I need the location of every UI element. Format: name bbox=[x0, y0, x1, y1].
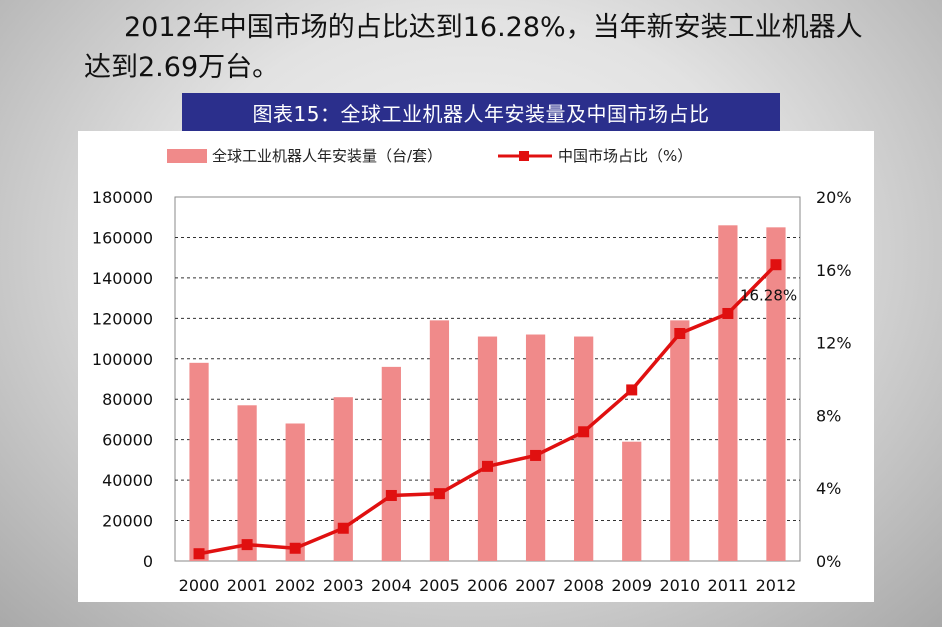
legend-line-marker bbox=[519, 151, 529, 161]
line-point bbox=[241, 539, 253, 551]
y-tick-label: 0 bbox=[143, 552, 153, 571]
chart-title-banner: 图表15：全球工业机器人年安装量及中国市场占比 bbox=[182, 93, 780, 131]
y2-tick-label: 4% bbox=[816, 479, 841, 498]
x-tick-label: 2011 bbox=[708, 576, 749, 595]
bar bbox=[189, 362, 209, 561]
x-tick-label: 2005 bbox=[419, 576, 460, 595]
legend-line-label: 中国市场占比（%） bbox=[558, 147, 692, 165]
bar bbox=[477, 336, 498, 561]
bar bbox=[237, 405, 257, 561]
line-point bbox=[433, 488, 445, 500]
y-tick-label: 20000 bbox=[102, 512, 153, 531]
bar bbox=[285, 423, 305, 561]
x-tick-label: 2004 bbox=[371, 576, 412, 595]
y-tick-label: 180000 bbox=[92, 188, 153, 207]
line-point bbox=[289, 542, 301, 554]
y-tick-label: 120000 bbox=[92, 309, 153, 328]
y-tick-label: 60000 bbox=[102, 431, 153, 450]
line-point bbox=[722, 307, 734, 319]
bar bbox=[525, 334, 546, 561]
x-tick-label: 2010 bbox=[659, 576, 700, 595]
y2-tick-label: 8% bbox=[816, 406, 841, 425]
x-tick-label: 2000 bbox=[179, 576, 220, 595]
x-tick-label: 2006 bbox=[467, 576, 508, 595]
x-tick-label: 2002 bbox=[275, 576, 316, 595]
combo-chart: 全球工业机器人年安装量（台/套） 中国市场占比（%） 0 20000 40000 60… bbox=[92, 147, 852, 595]
y-tick-label: 80000 bbox=[102, 390, 153, 409]
legend-bar-label: 全球工业机器人年安装量（台/套） bbox=[212, 147, 442, 165]
chart-panel: 全球工业机器人年安装量（台/套） 中国市场占比（%） 0 20000 40000 60… bbox=[78, 131, 874, 602]
line-point bbox=[626, 384, 638, 396]
bar bbox=[429, 320, 450, 561]
bar bbox=[766, 227, 786, 561]
bar bbox=[333, 397, 353, 561]
y-tick-label: 140000 bbox=[92, 269, 153, 288]
y2-tick-label: 12% bbox=[816, 334, 852, 353]
legend: 全球工业机器人年安装量（台/套） 中国市场占比（%） bbox=[167, 147, 692, 165]
line-point bbox=[385, 489, 397, 501]
bar bbox=[574, 336, 594, 561]
line-point bbox=[770, 259, 782, 271]
y2-tick-label: 20% bbox=[816, 188, 852, 207]
x-tick-label: 2009 bbox=[611, 576, 652, 595]
x-tick-label: 2007 bbox=[515, 576, 556, 595]
line-point bbox=[482, 460, 493, 472]
line-point bbox=[674, 328, 686, 339]
bar bbox=[622, 441, 642, 561]
bar bbox=[718, 225, 738, 562]
headline-text: 2012年中国市场的占比达到16.28%，当年新安装工业机器人达到2.69万台。 bbox=[84, 12, 863, 83]
bar bbox=[670, 320, 690, 561]
line-point bbox=[337, 522, 349, 534]
x-tick-label: 2008 bbox=[563, 576, 604, 595]
x-tick-label: 2003 bbox=[323, 576, 364, 595]
line-point bbox=[578, 426, 590, 438]
y-tick-label: 40000 bbox=[102, 471, 153, 490]
y-tick-label: 100000 bbox=[92, 350, 153, 369]
bar bbox=[381, 366, 401, 561]
line-point bbox=[193, 548, 205, 560]
annotation-label: 16.28% bbox=[740, 287, 797, 305]
x-tick-label: 2012 bbox=[756, 576, 797, 595]
x-tick-label: 2001 bbox=[227, 576, 268, 595]
legend-bar-swatch bbox=[167, 149, 207, 163]
line-point bbox=[530, 449, 542, 461]
y2-tick-label: 0% bbox=[816, 552, 841, 571]
y2-tick-label: 16% bbox=[816, 261, 852, 280]
y-tick-label: 160000 bbox=[92, 228, 153, 247]
